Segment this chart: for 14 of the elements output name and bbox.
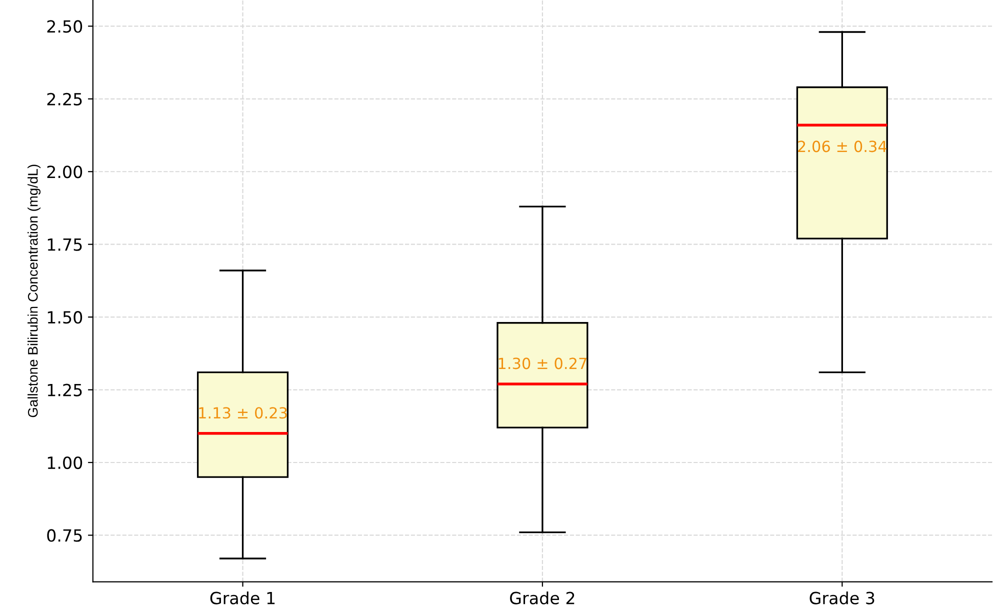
y-tick-label: 1.00 [48, 456, 82, 470]
x-tick-label: Grade 2 [510, 591, 574, 604]
x-tick-label: Grade 1 [210, 591, 275, 604]
y-tick-label: 2.25 [47, 92, 82, 106]
y-axis-title: Gallstone Bilirubin Concentration (mg/dL) [28, 164, 41, 418]
y-tick-label: 1.25 [48, 384, 82, 396]
y-tick-label: 1.50 [48, 311, 82, 324]
y-tick-label: 0.75 [47, 529, 82, 542]
x-tick-label: Grade 3 [810, 591, 874, 604]
y-tick-label: 2.50 [47, 20, 82, 33]
y-tick-label: 2.00 [47, 166, 82, 178]
annotation: 1.30 ± 0.27 [498, 358, 586, 370]
y-tick-label: 1.75 [48, 238, 82, 251]
annotation: 1.13 ± 0.23 [199, 407, 287, 419]
